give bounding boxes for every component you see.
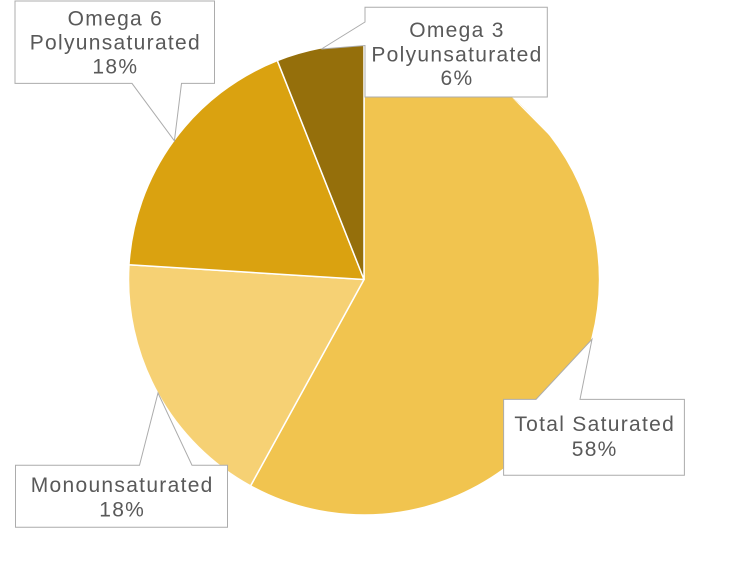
svg-text:6%: 6% (441, 67, 474, 90)
svg-text:18%: 18% (92, 56, 138, 79)
svg-text:Omega 6: Omega 6 (68, 7, 163, 30)
svg-text:58%: 58% (572, 438, 618, 461)
svg-text:Polyunsaturated: Polyunsaturated (371, 43, 542, 66)
svg-text:Monounsaturated: Monounsaturated (31, 474, 214, 497)
svg-text:18%: 18% (99, 499, 145, 522)
svg-text:Total Saturated: Total Saturated (514, 413, 675, 436)
svg-text:Polyunsaturated: Polyunsaturated (30, 31, 201, 54)
svg-text:Omega 3: Omega 3 (409, 19, 504, 42)
